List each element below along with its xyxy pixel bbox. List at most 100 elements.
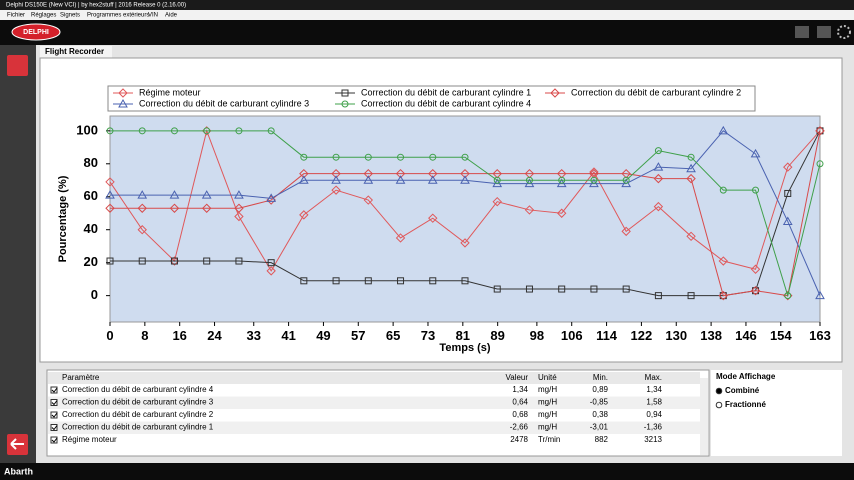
checkbox[interactable]: [50, 436, 58, 444]
marker: [429, 153, 437, 161]
scrollbar[interactable]: [700, 378, 708, 455]
marker: [750, 264, 761, 274]
column-header: Paramètre: [62, 373, 100, 382]
x-tick-label: 146: [735, 328, 757, 343]
checkbox[interactable]: [50, 386, 58, 394]
menu-item[interactable]: Programmes extérieurs: [87, 13, 149, 19]
y-axis-label: Pourcentage (%): [57, 175, 69, 262]
mode-panel: [711, 370, 842, 456]
radio[interactable]: [715, 401, 723, 409]
legend-label: Correction du débit de carburant cylindr…: [361, 98, 531, 108]
marker: [590, 285, 598, 293]
legend-marker: [118, 98, 128, 108]
marker: [106, 257, 114, 265]
marker: [556, 208, 567, 218]
marker: [331, 168, 341, 179]
y-tick-label: 0: [91, 287, 98, 302]
marker: [686, 163, 696, 173]
marker: [427, 175, 438, 184]
legend-label: Régime moteur: [139, 87, 201, 97]
series-line: [110, 130, 821, 298]
series-line: [109, 129, 821, 272]
menu-item[interactable]: Fichier: [7, 13, 25, 19]
marker: [332, 153, 340, 161]
marker: [815, 126, 825, 136]
marker: [816, 160, 824, 168]
marker: [653, 162, 664, 171]
cell: -0,85: [590, 398, 609, 407]
legend-marker: [118, 88, 128, 98]
status: Abarth: [4, 466, 33, 476]
marker: [428, 168, 438, 179]
x-tick-label: 73: [421, 328, 435, 343]
menu-item[interactable]: Réglages: [31, 13, 56, 19]
legend-marker: [341, 89, 349, 97]
icon[interactable]: [837, 25, 851, 39]
x-tick-label: 138: [700, 328, 722, 343]
marker: [525, 285, 533, 293]
marker: [267, 259, 275, 267]
check: [51, 437, 58, 443]
tab[interactable]: [40, 46, 112, 58]
marker: [654, 147, 662, 155]
x-tick-label: 24: [207, 328, 222, 343]
marker: [429, 277, 437, 285]
marker: [170, 257, 178, 265]
radio[interactable]: [715, 387, 723, 395]
marker: [235, 257, 243, 265]
marker: [718, 290, 729, 301]
x-tick-label: 49: [316, 328, 330, 343]
cell: Tr/min: [538, 435, 560, 444]
marker: [106, 127, 114, 135]
legend-marker: [341, 100, 349, 108]
marker: [266, 266, 276, 276]
cell: Correction du débit de carburant cylindr…: [62, 385, 214, 394]
window-title: Delphi DS150E (New VCI) | by hex2stuff |…: [6, 3, 186, 9]
cell: mg/H: [538, 385, 557, 394]
logo: [11, 23, 61, 41]
marker: [364, 277, 372, 285]
legend: [107, 85, 756, 112]
marker: [300, 277, 308, 285]
marker: [718, 256, 729, 266]
logo-text: DELPHI: [23, 29, 49, 36]
x-tick-label: 0: [106, 328, 113, 343]
marker: [492, 196, 502, 207]
button[interactable]: [7, 55, 28, 76]
marker: [686, 231, 696, 242]
legend-label: Correction du débit de carburant cylindr…: [139, 98, 309, 108]
marker: [234, 190, 244, 199]
marker: [558, 285, 566, 293]
marker: [138, 257, 146, 265]
marker: [395, 175, 406, 184]
menu-item[interactable]: Signets: [60, 13, 80, 19]
x-tick-label: 114: [596, 328, 618, 343]
checkbox[interactable]: [50, 424, 58, 431]
x-tick-label: 65: [386, 328, 400, 343]
checkbox[interactable]: [50, 399, 58, 406]
check: [51, 425, 58, 431]
check: [51, 412, 58, 418]
menu-item[interactable]: Aide: [165, 13, 178, 19]
marker: [752, 186, 760, 194]
marker: [331, 175, 341, 184]
table-panel: [46, 369, 710, 457]
y-tick-label: 20: [84, 254, 98, 269]
marker: [493, 285, 501, 293]
marker: [589, 167, 599, 177]
marker: [169, 190, 180, 199]
marker: [460, 168, 470, 179]
checkbox[interactable]: [50, 411, 58, 419]
title-bar: [0, 0, 854, 10]
icon[interactable]: [795, 26, 809, 38]
marker: [234, 203, 244, 213]
cell: mg/H: [538, 423, 557, 432]
marker: [815, 290, 825, 300]
marker: [718, 125, 729, 135]
icon[interactable]: [817, 26, 831, 38]
legend-label: Correction du débit de carburant cylindr…: [571, 87, 741, 97]
menu-item[interactable]: VIN: [148, 13, 158, 19]
marker: [558, 176, 566, 184]
